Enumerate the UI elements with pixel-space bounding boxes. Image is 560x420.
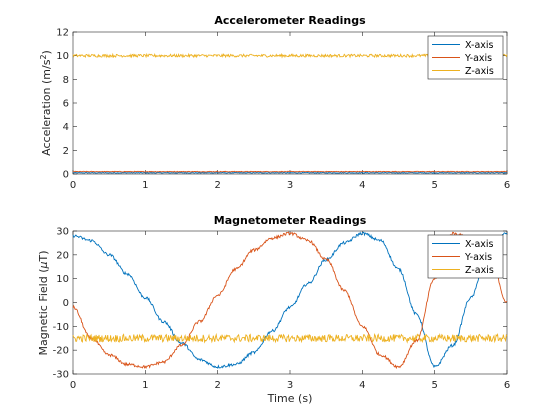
magnetometer-series-y-axis: [72, 231, 508, 370]
accelerometer-ytick-label: 10: [56, 51, 69, 62]
magnetometer-ytick-label: -30: [53, 370, 69, 381]
magnetometer-ytick-label: -10: [53, 322, 69, 333]
accelerometer-ytick-label: 2: [63, 146, 69, 157]
magnetometer-series-x-axis: [72, 231, 508, 369]
legend-label-y-axis: Y-axis: [464, 252, 492, 263]
accelerometer-xtick-label: 5: [431, 180, 437, 191]
magnetometer-xtick-label: 0: [70, 380, 76, 391]
magnetometer-xtick-label: 3: [287, 380, 293, 391]
accelerometer-xtick-label: 4: [359, 180, 365, 191]
accelerometer-ylabel: Acceleration (m/s2): [39, 50, 53, 156]
magnetometer-xlabel: Time (s): [267, 392, 313, 405]
magnetometer-series-lines: [72, 231, 508, 370]
magnetometer-ytick-label: 20: [56, 250, 69, 261]
magnetometer-xtick-label: 5: [431, 380, 437, 391]
legend-label-x-axis: X-axis: [465, 40, 494, 51]
legend-label-z-axis: Z-axis: [465, 265, 494, 276]
magnetometer-ytick-label: 10: [56, 274, 69, 285]
magnetometer-panel: Magnetometer Readings Magnetic Field (μT…: [37, 214, 510, 405]
magnetometer-xtick-label: 2: [214, 380, 220, 391]
accelerometer-xtick-label: 3: [287, 180, 293, 191]
accelerometer-series-x-axis: [72, 171, 508, 174]
legend-label-x-axis: X-axis: [465, 239, 494, 250]
magnetometer-xtick-label: 6: [504, 380, 510, 391]
accelerometer-ytick-label: 0: [63, 170, 69, 181]
accelerometer-title: Accelerometer Readings: [214, 14, 366, 27]
magnetometer-title: Magnetometer Readings: [214, 214, 367, 227]
magnetometer-xtick-label: 1: [142, 380, 148, 391]
accelerometer-ytick-label: 12: [56, 28, 69, 39]
accelerometer-series-y-axis: [72, 170, 508, 173]
magnetometer-xtick-label: 4: [359, 380, 365, 391]
accelerometer-legend: X-axis Y-axis Z-axis: [427, 35, 504, 80]
magnetometer-ytick-label: 0: [63, 298, 69, 309]
legend-label-z-axis: Z-axis: [465, 66, 494, 77]
magnetometer-ytick-label: -20: [53, 346, 69, 357]
magnetometer-series-z-axis: [72, 332, 508, 344]
accelerometer-xtick-label: 0: [70, 180, 76, 191]
accelerometer-xtick-label: 1: [142, 180, 148, 191]
magnetometer-ytick-label: 30: [56, 227, 69, 238]
magnetometer-ylabel: Magnetic Field (μT): [37, 250, 50, 355]
accelerometer-ytick-label: 4: [63, 122, 69, 133]
accelerometer-ytick-label: 8: [63, 75, 69, 86]
accelerometer-xtick-label: 6: [504, 180, 510, 191]
accelerometer-xtick-label: 2: [214, 180, 220, 191]
magnetometer-ticks: 0 1 2 3 4 5 6 -30 -20 -10 0 10 20 30: [53, 227, 511, 392]
magnetometer-legend: X-axis Y-axis Z-axis: [427, 234, 504, 279]
accelerometer-panel: Accelerometer Readings Acceleration (m/s…: [39, 14, 510, 191]
accelerometer-ytick-label: 6: [63, 99, 69, 110]
legend-label-y-axis: Y-axis: [464, 53, 492, 64]
